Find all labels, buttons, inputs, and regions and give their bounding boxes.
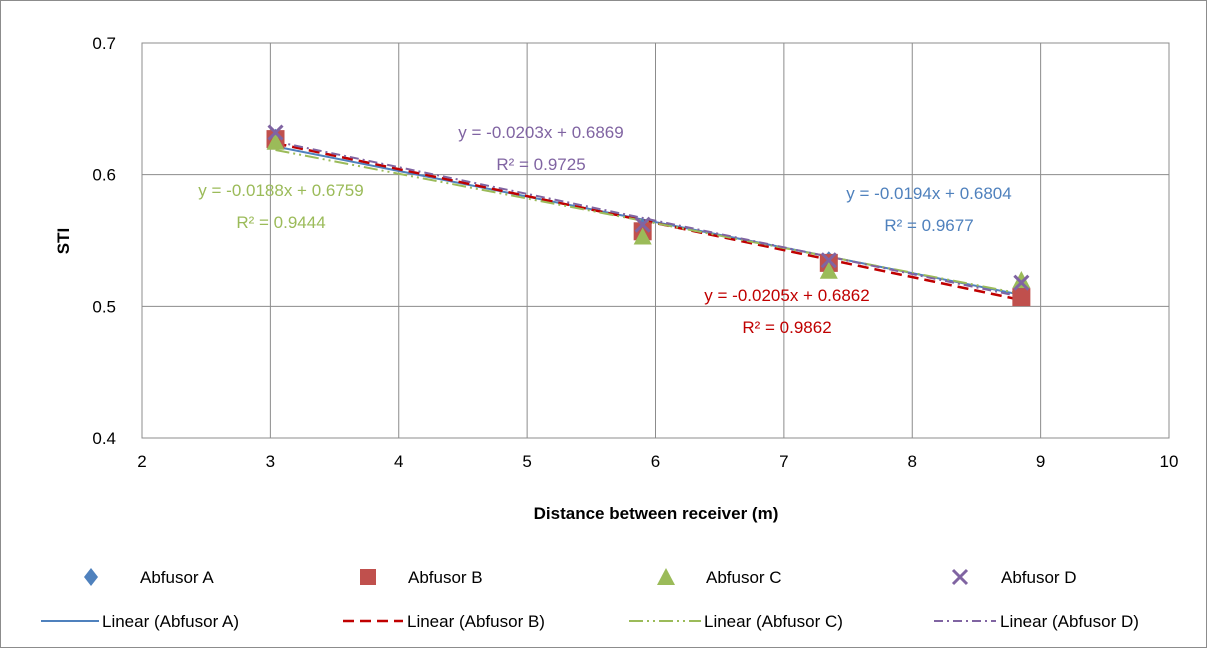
legend-item-abfusor-d[interactable]: Abfusor D xyxy=(951,568,1077,587)
triangle-marker-icon xyxy=(657,568,675,585)
triangle-point xyxy=(819,261,838,279)
legend-label: Abfusor B xyxy=(408,568,483,587)
x-tick-label: 5 xyxy=(522,452,531,471)
y-tick-label: 0.6 xyxy=(92,166,116,185)
equation-label-b: y = -0.0205x + 0.6862 xyxy=(704,286,869,305)
y-tick-label: 0.7 xyxy=(92,34,116,53)
legend-item-abfusor-c[interactable]: Abfusor C xyxy=(657,568,782,587)
y-tick-label: 0.5 xyxy=(92,297,116,316)
legend-label: Linear (Abfusor D) xyxy=(1000,612,1139,631)
y-axis-title: STI xyxy=(54,228,73,254)
x-point xyxy=(820,252,837,269)
x-tick-label: 9 xyxy=(1036,452,1045,471)
legend-label: Abfusor D xyxy=(1001,568,1077,587)
equation-label-d: y = -0.0203x + 0.6869 xyxy=(458,123,623,142)
legend-label: Abfusor C xyxy=(706,568,782,587)
r-squared-label-b: R² = 0.9862 xyxy=(742,318,831,337)
x-tick-label: 10 xyxy=(1160,452,1179,471)
legend-label: Linear (Abfusor A) xyxy=(102,612,239,631)
y-tick-label: 0.4 xyxy=(92,429,116,448)
legend-item-linear-abfusor-a[interactable]: Linear (Abfusor A) xyxy=(41,612,239,631)
triangle-point xyxy=(1012,271,1031,288)
x-point xyxy=(1013,274,1030,291)
x-tick-label: 7 xyxy=(779,452,788,471)
legend-item-linear-abfusor-c[interactable]: Linear (Abfusor C) xyxy=(629,612,843,631)
gridlines xyxy=(141,42,1170,439)
legend: Abfusor A Abfusor B Abfusor C Abfusor D … xyxy=(41,568,1139,631)
data-points xyxy=(266,124,1031,307)
x-point xyxy=(634,216,651,233)
x-tick-label: 4 xyxy=(394,452,403,471)
x-point xyxy=(267,124,284,141)
trendline-label-b: y = -0.0205x + 0.6862 R² = 0.9862 xyxy=(704,286,869,337)
x-tick-label: 8 xyxy=(908,452,917,471)
x-axis-title: Distance between receiver (m) xyxy=(534,504,779,523)
x-marker-icon xyxy=(951,568,969,586)
x-tick-label: 3 xyxy=(266,452,275,471)
square-point xyxy=(1012,288,1031,307)
triangle-point xyxy=(266,132,285,150)
diamond-marker-icon xyxy=(84,568,98,586)
square-marker-icon xyxy=(360,569,376,585)
trendline-label-d: y = -0.0203x + 0.6869 R² = 0.9725 xyxy=(458,123,623,174)
equation-label-c: y = -0.0188x + 0.6759 xyxy=(198,181,363,200)
r-squared-label-a: R² = 0.9677 xyxy=(884,216,973,235)
legend-item-linear-abfusor-b[interactable]: Linear (Abfusor B) xyxy=(343,612,545,631)
x-tick-label: 2 xyxy=(137,452,146,471)
legend-item-abfusor-a[interactable]: Abfusor A xyxy=(84,568,214,587)
trendline-label-a: y = -0.0194x + 0.6804 R² = 0.9677 xyxy=(846,184,1011,235)
r-squared-label-c: R² = 0.9444 xyxy=(236,213,325,232)
legend-item-linear-abfusor-d[interactable]: Linear (Abfusor D) xyxy=(934,612,1139,631)
r-squared-label-d: R² = 0.9725 xyxy=(496,155,585,174)
axes: 2 3 4 5 6 7 8 9 10 0.4 0.5 0.6 0.7 xyxy=(92,34,1178,471)
legend-label: Linear (Abfusor B) xyxy=(407,612,545,631)
trendline-label-c: y = -0.0188x + 0.6759 R² = 0.9444 xyxy=(198,181,363,232)
trendline-abfusor-c xyxy=(275,148,1022,295)
plot-border xyxy=(141,42,1170,439)
triangle-point xyxy=(633,227,652,245)
legend-item-abfusor-b[interactable]: Abfusor B xyxy=(360,568,483,587)
legend-label: Abfusor A xyxy=(140,568,214,587)
equation-label-a: y = -0.0194x + 0.6804 xyxy=(846,184,1011,203)
x-tick-label: 6 xyxy=(651,452,660,471)
legend-label: Linear (Abfusor C) xyxy=(704,612,843,631)
